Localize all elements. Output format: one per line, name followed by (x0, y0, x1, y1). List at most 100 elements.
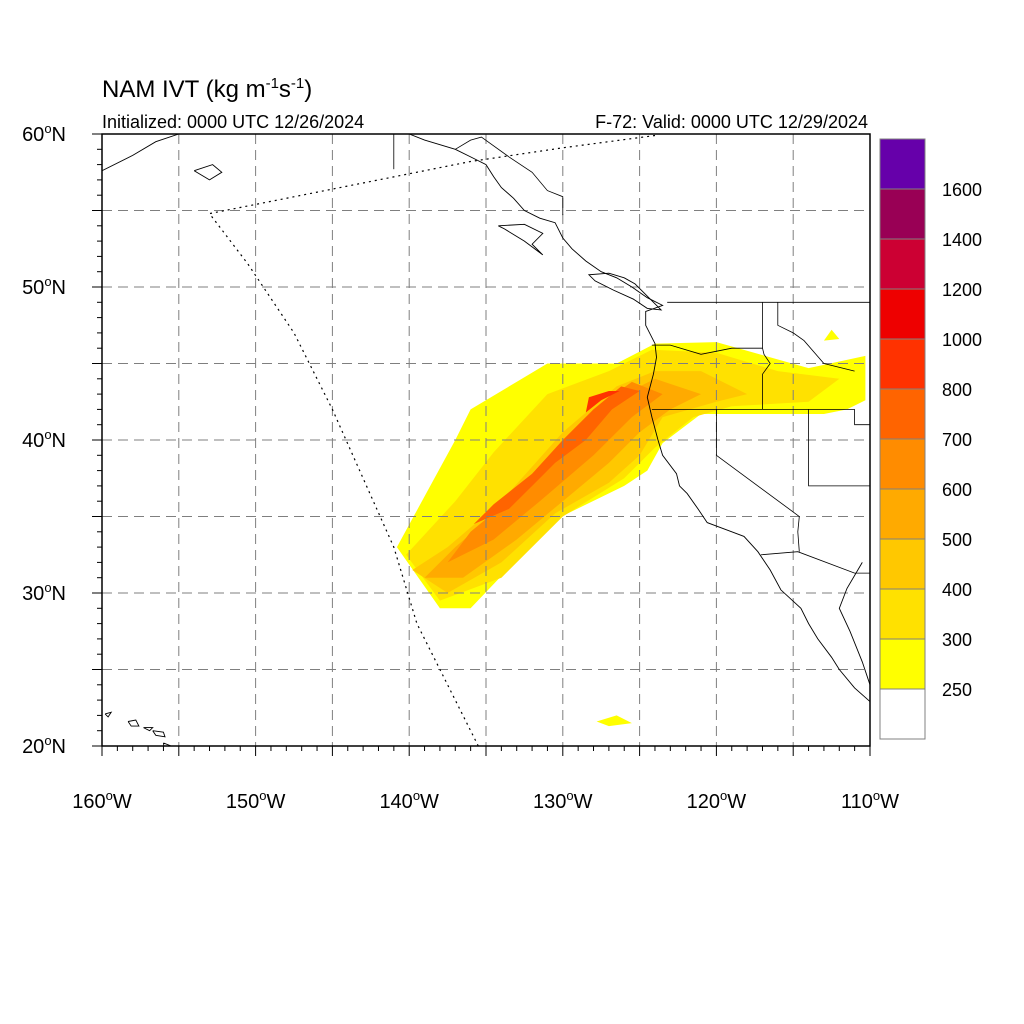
lon-label-num: 120 (687, 791, 720, 813)
title-main: NAM IVT (kg m (102, 76, 266, 103)
colorbar-label-1400: 1400 (942, 230, 982, 250)
lat-label-num: 60 (22, 124, 44, 146)
lon-label-130: 130oW (533, 788, 593, 813)
colorbar-label-600: 600 (942, 480, 972, 500)
colorbar-box-2 (879, 588, 926, 640)
border-1 (455, 136, 564, 216)
colorbar-box-10 (879, 188, 926, 240)
lon-label-hem: W (266, 791, 285, 813)
lat-label-num: 40 (22, 430, 44, 452)
lon-label-num: 140 (379, 791, 412, 813)
border-5 (716, 409, 800, 552)
lat-label-50: 50oN (22, 274, 66, 299)
colorbar-box-9 (879, 238, 926, 290)
lat-label-num: 20 (22, 736, 44, 758)
lon-label-deg: o (566, 788, 573, 803)
colorbar-label-700: 700 (942, 430, 972, 450)
subtitle-valid: F-72: Valid: 0000 UTC 12/29/2024 (595, 112, 868, 132)
border-6 (760, 551, 870, 574)
subtitle-initialized: Initialized: 0000 UTC 12/26/2024 (102, 112, 364, 132)
lon-label-hem: W (574, 791, 593, 813)
coastline-8 (152, 730, 166, 738)
colorbar-label-300: 300 (942, 630, 972, 650)
lon-label-deg: o (873, 788, 880, 803)
lon-label-160: 160oW (72, 788, 132, 813)
lat-label-20: 20oN (22, 733, 66, 758)
coastline-4 (587, 272, 663, 311)
coastline-5 (104, 711, 113, 718)
lon-label-hem: W (113, 791, 132, 813)
colorbar: 250 300 400 500 600 700 800 1000 1200 1400 1600 (879, 138, 982, 740)
lon-label-hem: W (420, 791, 439, 813)
ivt-contour-600 (447, 381, 663, 563)
colorbar-box-8 (879, 288, 926, 340)
lon-label-num: 160 (72, 791, 105, 813)
ivt-shading (396, 329, 866, 727)
colorbar-box-3 (879, 538, 926, 590)
title-sup2: -1 (291, 75, 304, 92)
coastline-0 (102, 134, 179, 172)
colorbar-label-400: 400 (942, 580, 972, 600)
lat-label-30: 30oN (22, 580, 66, 605)
lat-label-hem: N (52, 736, 66, 758)
coastline-6 (127, 719, 140, 727)
lon-label-num: 130 (533, 791, 566, 813)
title-end: ) (304, 76, 312, 103)
colorbar-label-1600: 1600 (942, 180, 982, 200)
colorbar-box-0 (879, 688, 926, 740)
lat-label-hem: N (52, 277, 66, 299)
colorbar-box-11 (879, 138, 926, 190)
lat-label-deg: o (44, 733, 51, 748)
border-10 (854, 409, 870, 426)
lat-label-deg: o (44, 121, 51, 136)
lat-label-deg: o (44, 580, 51, 595)
lat-label-deg: o (44, 427, 51, 442)
coastline-1 (409, 134, 870, 702)
lon-label-hem: W (880, 791, 899, 813)
lon-label-150: 150oW (226, 788, 286, 813)
ivt-patch-0 (596, 715, 632, 727)
lon-label-deg: o (413, 788, 420, 803)
lon-label-deg: o (106, 788, 113, 803)
lat-label-60: 60oN (22, 121, 66, 146)
lat-lon-grid (102, 134, 870, 746)
coastline-2 (838, 562, 870, 685)
coastline-3 (498, 223, 544, 256)
lon-label-120: 120oW (687, 788, 747, 813)
lat-label-hem: N (52, 583, 66, 605)
lon-label-hem: W (727, 791, 746, 813)
ivt-contour-800 (585, 391, 620, 413)
colorbar-box-4 (879, 488, 926, 540)
colorbar-label-1000: 1000 (942, 330, 982, 350)
lat-label-num: 50 (22, 277, 44, 299)
domain-boundary-0 (208, 134, 656, 746)
colorbar-box-6 (879, 388, 926, 440)
title-sup1: -1 (266, 75, 279, 92)
ivt-contour-700 (473, 386, 640, 525)
title-mid: s (279, 76, 291, 103)
colorbar-box-7 (879, 338, 926, 390)
lat-label-num: 30 (22, 583, 44, 605)
ivt-patch-1 (823, 329, 840, 341)
coastline-10 (193, 164, 223, 181)
coastline-7 (143, 727, 154, 732)
colorbar-label-250: 250 (942, 680, 972, 700)
border-8 (777, 302, 855, 372)
colorbar-label-500: 500 (942, 530, 972, 550)
figure-title: NAM IVT (kg m-1s-1) (102, 75, 312, 103)
lat-label-40: 40oN (22, 427, 66, 452)
lat-label-hem: N (52, 124, 66, 146)
colorbar-label-1200: 1200 (942, 280, 982, 300)
lon-label-110: 110oW (841, 788, 899, 813)
lon-label-num: 150 (226, 791, 259, 813)
axis-ticks (92, 133, 871, 756)
lat-label-hem: N (52, 430, 66, 452)
geographic-boundaries (102, 134, 870, 746)
colorbar-box-5 (879, 438, 926, 490)
border-9 (808, 409, 870, 487)
lon-label-140: 140oW (379, 788, 439, 813)
lon-label-deg: o (720, 788, 727, 803)
colorbar-box-1 (879, 638, 926, 690)
lat-label-deg: o (44, 274, 51, 289)
